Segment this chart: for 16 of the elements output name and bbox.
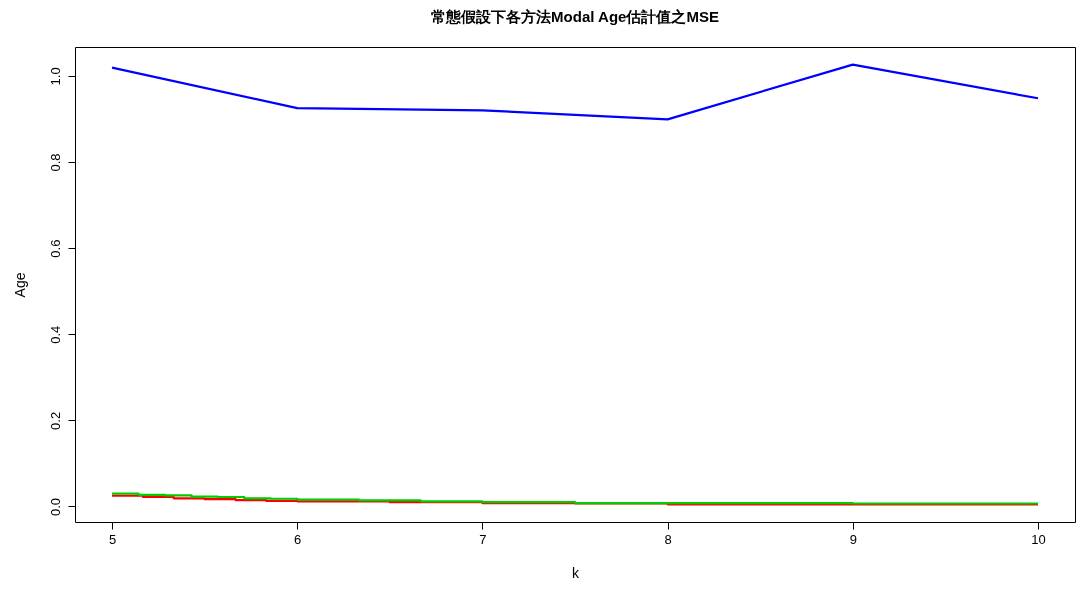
y-tick-label: 0.2: [47, 411, 63, 430]
x-tick-label: 9: [849, 531, 857, 547]
x-tick-label: 6: [294, 531, 302, 547]
y-tick-label: 1.0: [47, 67, 63, 86]
y-tick-label: 0.0: [47, 497, 63, 517]
chart-title: 常態假設下各方法Modal Age估計值之MSE: [431, 8, 719, 25]
x-tick-label: 7: [479, 531, 487, 547]
x-tick-label: 5: [108, 531, 117, 547]
x-tick-label: 8: [664, 531, 672, 547]
y-tick-label: 0.6: [47, 239, 63, 258]
x-tick-label: 10: [1031, 531, 1046, 547]
y-tick-label: 0.4: [47, 325, 63, 344]
x-axis-title: k: [572, 564, 580, 581]
y-tick-label: 0.8: [47, 153, 63, 172]
line-series: [110, 63, 1040, 121]
y-axis-title: Age: [11, 272, 28, 298]
